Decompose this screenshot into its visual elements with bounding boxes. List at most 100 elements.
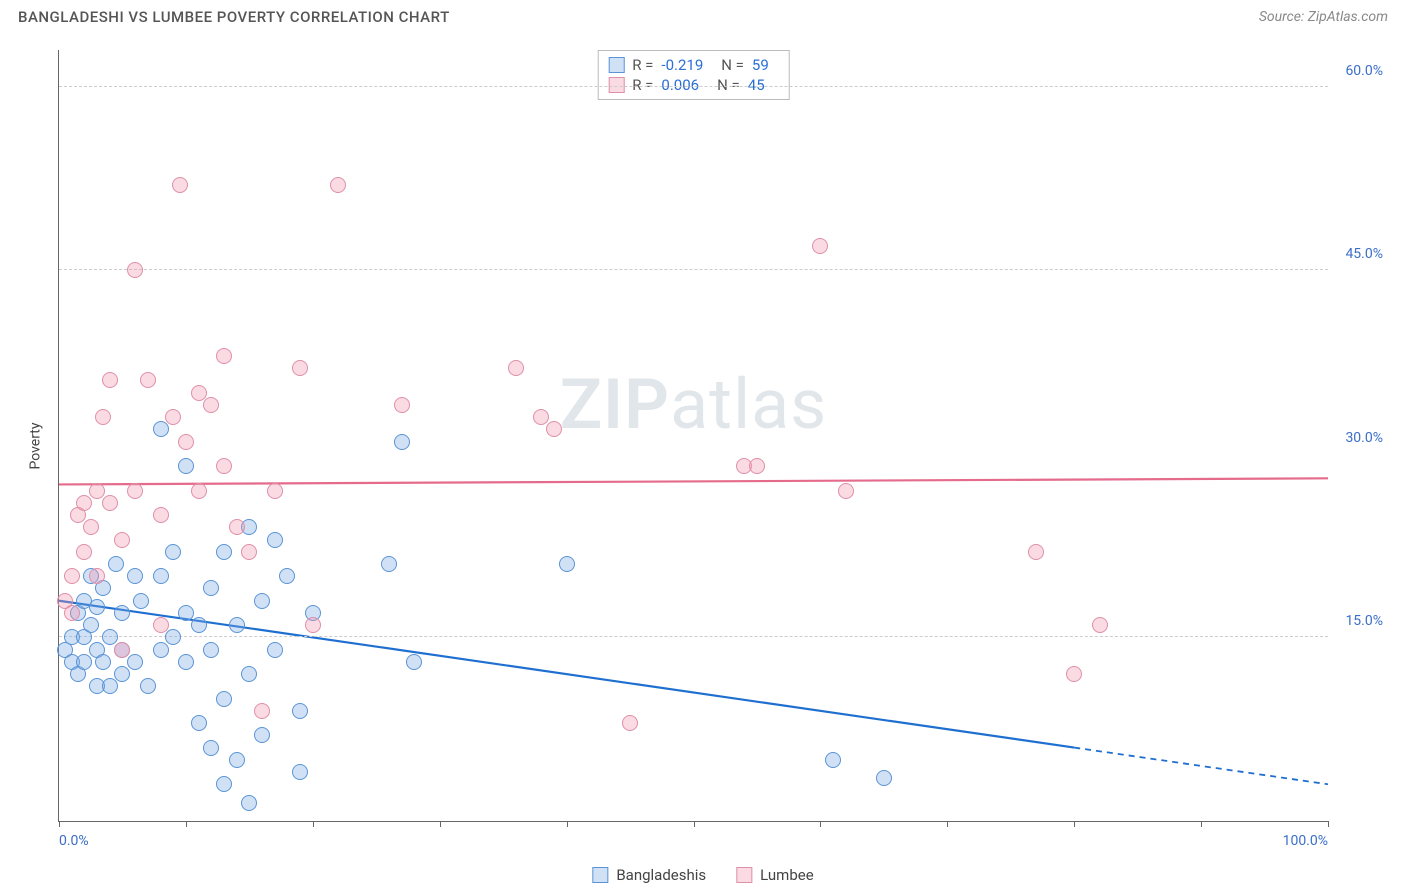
data-point	[292, 764, 308, 780]
data-point	[229, 617, 245, 633]
data-point	[241, 795, 257, 811]
data-point	[95, 654, 111, 670]
data-point	[153, 568, 169, 584]
legend-label: Lumbee	[760, 866, 814, 884]
y-axis-label: Poverty	[28, 422, 44, 469]
data-point	[394, 434, 410, 450]
legend-swatch-icon	[592, 867, 608, 883]
chart-container: Poverty ZIPatlas R =-0.219N =59R =0.006N…	[18, 40, 1388, 852]
source-label: Source: ZipAtlas.com	[1259, 9, 1388, 25]
data-point	[102, 495, 118, 511]
data-point	[89, 568, 105, 584]
x-tick	[1328, 821, 1329, 827]
data-point	[191, 483, 207, 499]
data-point	[83, 617, 99, 633]
data-point	[102, 629, 118, 645]
data-point	[153, 421, 169, 437]
data-point	[216, 776, 232, 792]
data-point	[533, 409, 549, 425]
data-point	[216, 544, 232, 560]
data-point	[1092, 617, 1108, 633]
data-point	[203, 580, 219, 596]
data-point	[254, 593, 270, 609]
data-point	[64, 568, 80, 584]
data-point	[165, 629, 181, 645]
x-tick	[820, 821, 821, 827]
data-point	[165, 544, 181, 560]
x-tick	[567, 821, 568, 827]
y-tick-label: 30.0%	[1345, 430, 1383, 446]
data-point	[292, 360, 308, 376]
x-axis-max-label: 100.0%	[1283, 833, 1328, 849]
data-point	[267, 483, 283, 499]
data-point	[267, 642, 283, 658]
data-point	[127, 654, 143, 670]
data-point	[203, 642, 219, 658]
x-tick	[1074, 821, 1075, 827]
data-point	[229, 752, 245, 768]
data-point	[165, 409, 181, 425]
data-point	[254, 727, 270, 743]
x-tick	[313, 821, 314, 827]
bottom-legend: Bangladeshis Lumbee	[592, 866, 813, 884]
stats-swatch-icon	[608, 57, 624, 73]
data-point	[89, 483, 105, 499]
data-point	[102, 678, 118, 694]
data-point	[406, 654, 422, 670]
data-point	[127, 568, 143, 584]
data-point	[178, 434, 194, 450]
data-point	[89, 599, 105, 615]
data-point	[191, 385, 207, 401]
data-point	[172, 177, 188, 193]
plot-area: ZIPatlas R =-0.219N =59R =0.006N =45 0.0…	[58, 50, 1328, 822]
data-point	[216, 458, 232, 474]
gridline	[59, 269, 1328, 270]
data-point	[140, 372, 156, 388]
legend-item-bangladeshis: Bangladeshis	[592, 866, 706, 884]
data-point	[76, 654, 92, 670]
data-point	[178, 605, 194, 621]
data-point	[1066, 666, 1082, 682]
data-point	[292, 703, 308, 719]
data-point	[241, 666, 257, 682]
legend-swatch-icon	[736, 867, 752, 883]
data-point	[241, 544, 257, 560]
data-point	[102, 372, 118, 388]
data-point	[305, 617, 321, 633]
data-point	[95, 409, 111, 425]
chart-title: BANGLADESHI VS LUMBEE POVERTY CORRELATIO…	[18, 8, 450, 26]
data-point	[64, 605, 80, 621]
data-point	[83, 519, 99, 535]
data-point	[191, 715, 207, 731]
x-tick	[694, 821, 695, 827]
data-point	[153, 617, 169, 633]
data-point	[108, 556, 124, 572]
data-point	[153, 642, 169, 658]
legend-item-lumbee: Lumbee	[736, 866, 814, 884]
x-tick	[947, 821, 948, 827]
data-point	[394, 397, 410, 413]
data-point	[153, 507, 169, 523]
data-point	[330, 177, 346, 193]
x-tick	[186, 821, 187, 827]
data-point	[876, 770, 892, 786]
data-point	[114, 532, 130, 548]
data-point	[229, 519, 245, 535]
data-point	[749, 458, 765, 474]
gridline	[59, 86, 1328, 87]
gridline	[59, 636, 1328, 637]
data-point	[76, 544, 92, 560]
data-point	[76, 495, 92, 511]
data-point	[381, 556, 397, 572]
legend-label: Bangladeshis	[616, 866, 706, 884]
stat-r-value: -0.219	[661, 56, 703, 74]
trend-lines	[59, 50, 1328, 821]
data-point	[825, 752, 841, 768]
data-point	[622, 715, 638, 731]
x-axis-min-label: 0.0%	[59, 833, 89, 849]
x-tick	[1201, 821, 1202, 827]
stats-row: R =-0.219N =59	[608, 55, 779, 75]
data-point	[267, 532, 283, 548]
stat-n-value: 59	[752, 56, 769, 74]
data-point	[216, 348, 232, 364]
